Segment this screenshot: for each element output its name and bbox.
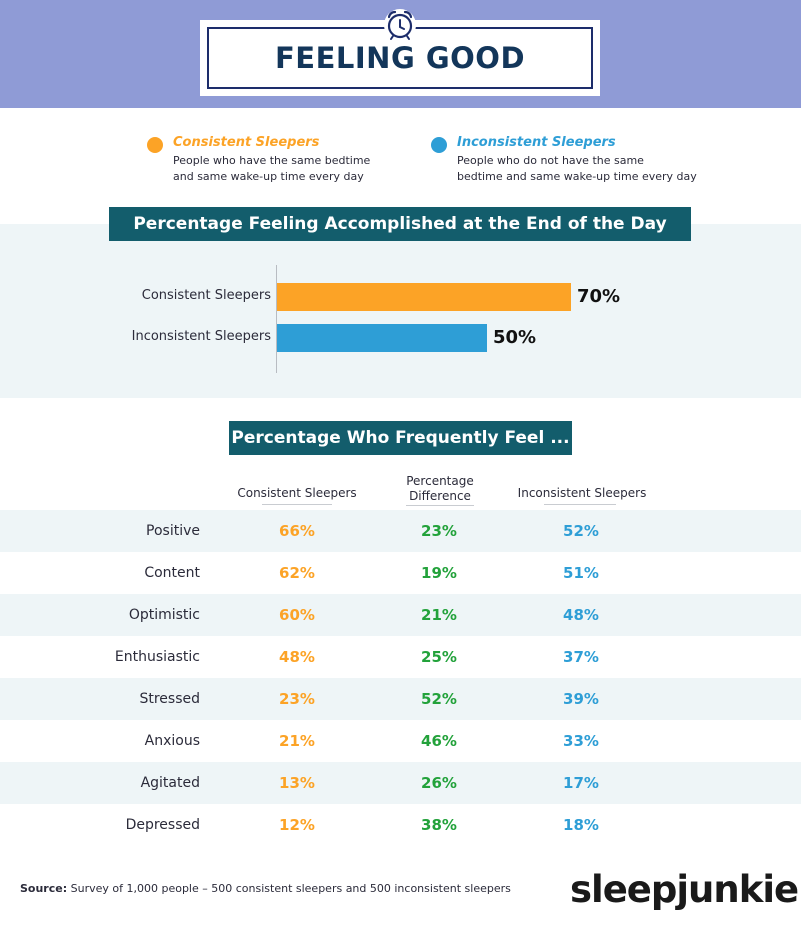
legend-dot-consistent [147,137,163,153]
table-row: Optimistic 60% 21% 48% [0,594,801,636]
bar-chart-band [0,224,801,398]
col-head-consistent: Consistent Sleepers [226,486,368,500]
table-row: Depressed 12% 38% 18% [0,804,801,846]
legend-desc-consistent-line1: People who have the same bedtime [173,154,371,167]
row-label: Positive [146,523,200,539]
brand-logo: sleepjunkie [570,868,799,911]
table-row: Agitated 13% 26% 17% [0,762,801,804]
cell-difference: 26% [421,774,457,792]
row-label: Stressed [139,691,200,707]
cell-difference: 21% [421,606,457,624]
source-note: Source: Survey of 1,000 people – 500 con… [20,882,511,895]
table-row: Content 62% 19% 51% [0,552,801,594]
cell-inconsistent: 51% [563,564,599,582]
col-underline-inconsistent [544,504,616,505]
legend-consistent: Consistent Sleepers People who have the … [147,132,407,188]
cell-difference: 38% [421,816,457,834]
legend-title-consistent: Consistent Sleepers [173,135,320,150]
row-label: Depressed [125,817,200,833]
col-head-difference-line1: Percentage [406,474,474,488]
alarm-clock-icon [381,6,419,42]
cell-consistent: 66% [279,522,315,540]
cell-consistent: 21% [279,732,315,750]
cell-consistent: 12% [279,816,315,834]
bar [277,324,487,352]
cell-inconsistent: 52% [563,522,599,540]
cell-difference: 25% [421,648,457,666]
source-label: Source: [20,882,68,895]
legend-inconsistent: Inconsistent Sleepers People who do not … [431,132,731,188]
bar-value-label: 50% [493,327,537,348]
cell-inconsistent: 48% [563,606,599,624]
col-head-difference: Percentage Difference [390,474,490,504]
cell-inconsistent: 18% [563,816,599,834]
row-label: Optimistic [128,607,200,623]
cell-consistent: 13% [279,774,315,792]
table-title: Percentage Who Frequently Feel ... [229,421,572,455]
bar [277,283,571,311]
col-head-consistent-label: Consistent Sleepers [237,486,357,500]
cell-consistent: 48% [279,648,315,666]
row-label: Agitated [140,775,200,791]
legend-title-inconsistent: Inconsistent Sleepers [457,135,616,150]
row-label: Enthusiastic [114,649,200,665]
row-label: Anxious [144,733,200,749]
cell-difference: 46% [421,732,457,750]
legend-desc-inconsistent-line2: bedtime and same wake-up time every day [457,170,697,183]
bar-value-label: 70% [577,286,621,307]
source-text: Survey of 1,000 people – 500 consistent … [70,882,511,895]
table-row: Stressed 23% 52% 39% [0,678,801,720]
cell-inconsistent: 39% [563,690,599,708]
table-row: Enthusiastic 48% 25% 37% [0,636,801,678]
table-row: Anxious 21% 46% 33% [0,720,801,762]
col-head-inconsistent-label: Inconsistent Sleepers [517,486,647,500]
table-row: Positive 66% 23% 52% [0,510,801,552]
legend-desc-inconsistent-line1: People who do not have the same [457,154,644,167]
bar-category-label: Inconsistent Sleepers [131,329,271,344]
cell-inconsistent: 37% [563,648,599,666]
cell-difference: 19% [421,564,457,582]
cell-inconsistent: 17% [563,774,599,792]
bar-chart-axis [276,265,277,373]
cell-difference: 23% [421,522,457,540]
cell-consistent: 62% [279,564,315,582]
col-head-difference-line2: Difference [409,489,471,503]
bar-category-label: Consistent Sleepers [141,288,271,303]
page-title: FEELING GOOD [274,41,526,75]
col-underline-difference [406,505,474,506]
bar-chart-title: Percentage Feeling Accomplished at the E… [109,207,691,241]
cell-inconsistent: 33% [563,732,599,750]
legend-dot-inconsistent [431,137,447,153]
cell-consistent: 23% [279,690,315,708]
col-underline-consistent [262,504,332,505]
cell-difference: 52% [421,690,457,708]
legend-desc-consistent-line2: and same wake-up time every day [173,170,364,183]
cell-consistent: 60% [279,606,315,624]
col-head-inconsistent: Inconsistent Sleepers [505,486,659,500]
row-label: Content [144,565,200,581]
